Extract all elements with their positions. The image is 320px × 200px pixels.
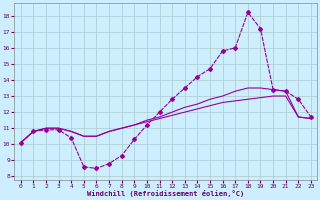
X-axis label: Windchill (Refroidissement éolien,°C): Windchill (Refroidissement éolien,°C) (87, 190, 244, 197)
